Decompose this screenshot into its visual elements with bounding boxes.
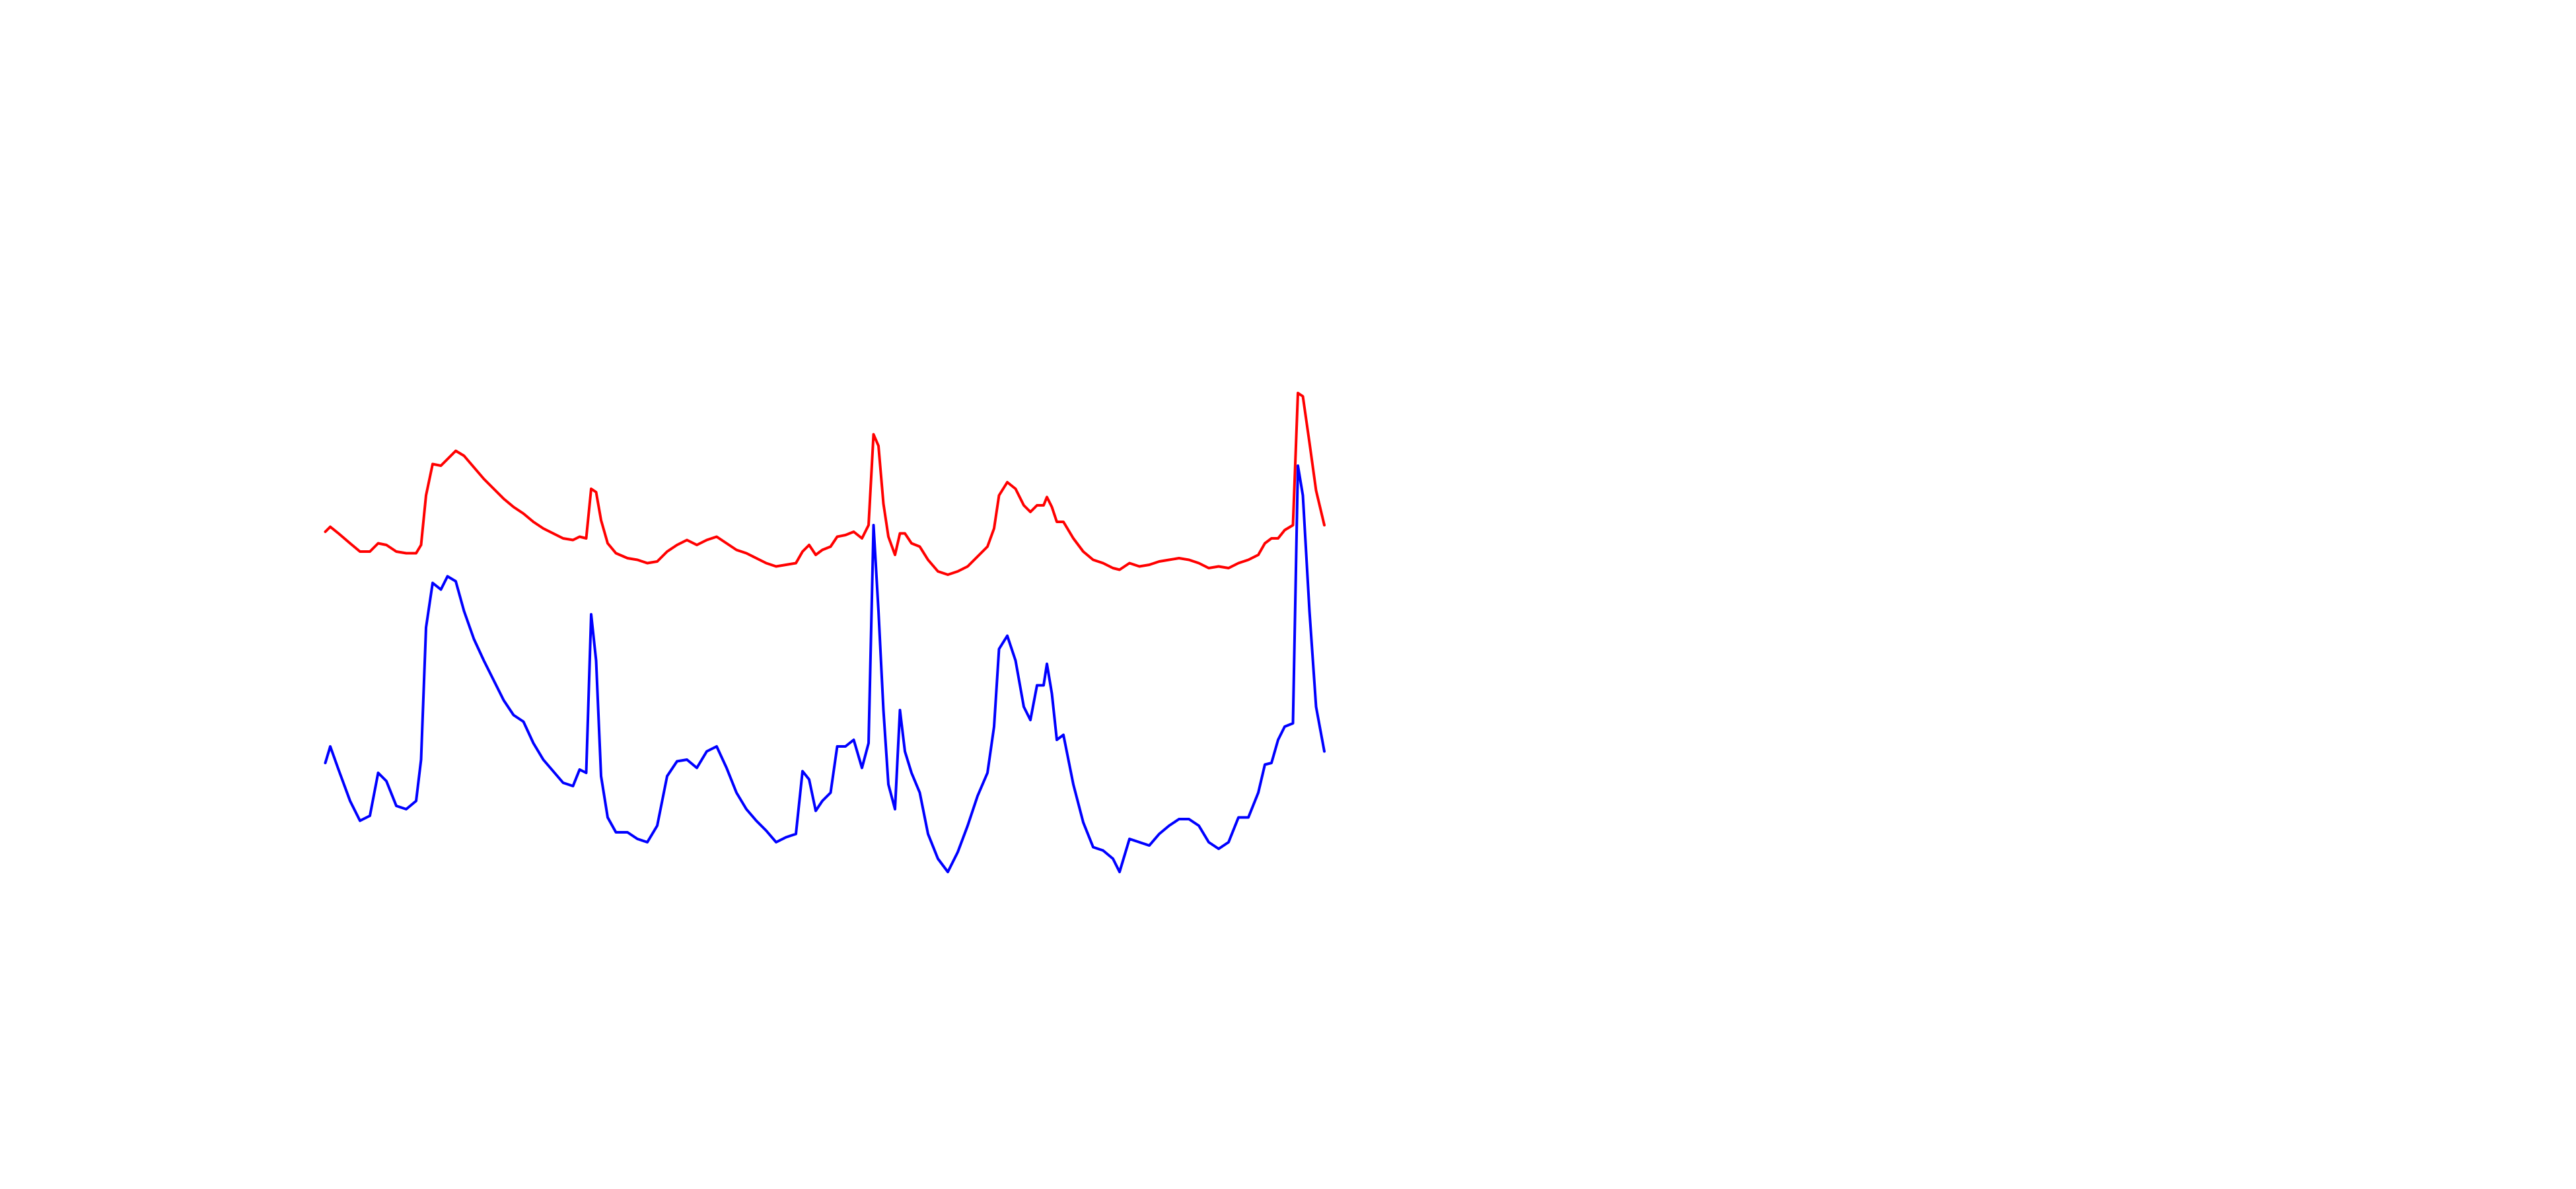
line-series — [324, 392, 1326, 576]
line-series — [324, 464, 1326, 873]
